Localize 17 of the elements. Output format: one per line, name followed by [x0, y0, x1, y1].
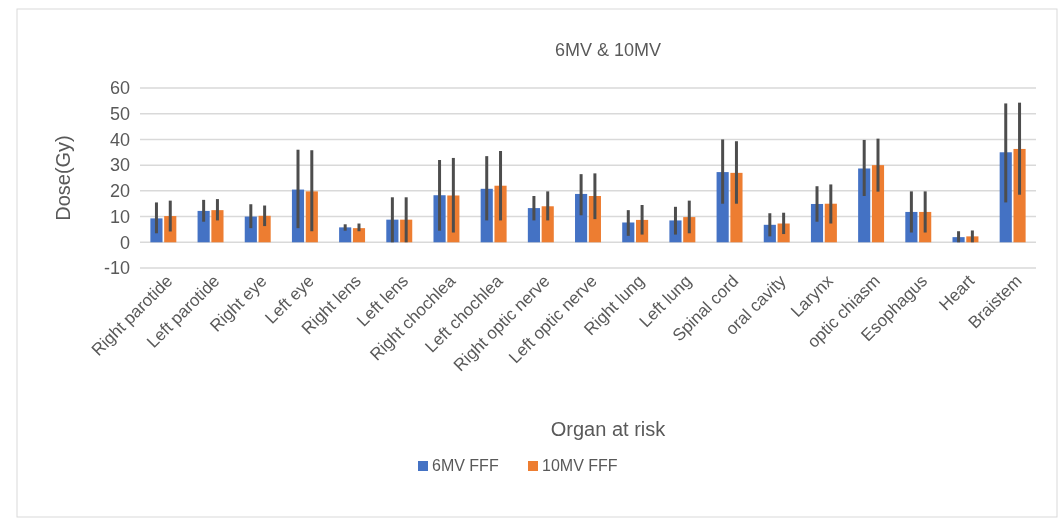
- y-tick-label: 0: [119, 232, 130, 253]
- bar: [352, 228, 366, 243]
- chart-title: 6MV & 10MV: [554, 40, 662, 60]
- y-tick-label: 40: [109, 129, 130, 150]
- y-tick-label: 50: [109, 104, 130, 125]
- y-axis-title: Dose(Gy): [52, 135, 74, 221]
- bar: [858, 168, 871, 243]
- x-axis-title: Organ at risk: [550, 418, 667, 440]
- legend-label: 10MV FFF: [542, 457, 618, 474]
- y-tick-label: -10: [103, 258, 130, 279]
- y-tick-label: 60: [109, 78, 130, 99]
- bar: [211, 210, 224, 243]
- y-tick-label: 30: [109, 155, 130, 176]
- bar: [339, 227, 352, 243]
- legend-label: 6MV FFF: [432, 457, 499, 474]
- y-tick-label: 20: [109, 181, 130, 202]
- y-tick-label: 10: [109, 206, 130, 227]
